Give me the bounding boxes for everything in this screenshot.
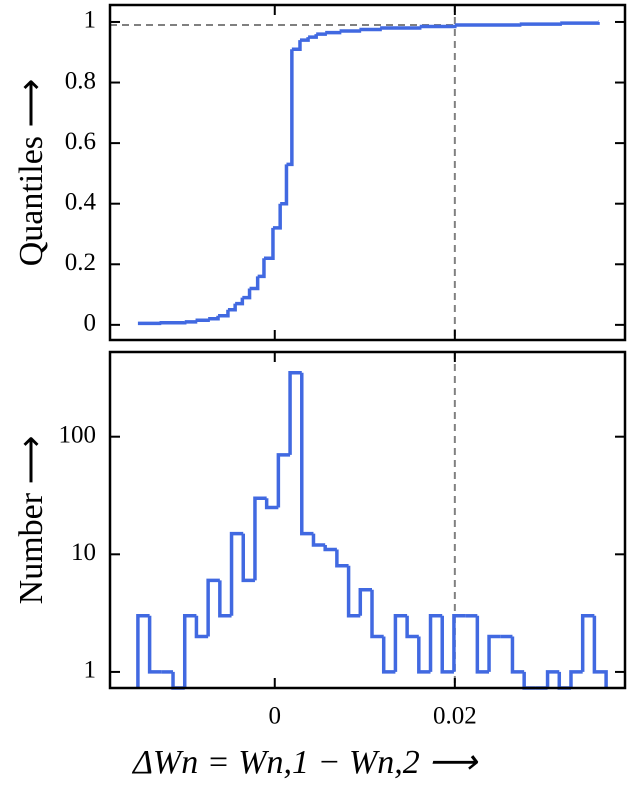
histogram-bin xyxy=(264,498,279,510)
step-segment xyxy=(560,21,600,25)
x-axis-label: ΔWn = Wn,1 − Wn,2 ⟶ xyxy=(131,744,478,781)
y-tick-label: 10 xyxy=(71,539,96,566)
histogram-bin xyxy=(440,615,454,674)
step-segment xyxy=(280,164,289,206)
y-tick-label: 0.2 xyxy=(65,249,96,276)
histogram-bin xyxy=(358,587,373,616)
step-segment xyxy=(272,203,282,230)
step-segment xyxy=(454,23,522,27)
step-segment xyxy=(242,288,252,300)
y-tick-label: 100 xyxy=(59,421,97,448)
plot-frame xyxy=(108,350,627,690)
y-tick-label: 0.4 xyxy=(65,188,97,215)
step-segment xyxy=(299,37,310,42)
histogram-bin xyxy=(218,580,232,618)
histogram-bin xyxy=(522,671,536,690)
step-segment xyxy=(184,320,198,324)
histogram-bin xyxy=(335,549,349,568)
histogram-bin xyxy=(206,578,220,637)
step-segment xyxy=(316,32,327,36)
histogram-bin xyxy=(241,533,255,583)
histogram-bin xyxy=(276,453,291,508)
histogram-bin xyxy=(428,614,443,672)
y-tick-label: 0 xyxy=(84,310,97,337)
histogram-bin xyxy=(171,671,185,690)
histogram-bin xyxy=(288,370,302,455)
step-segment xyxy=(308,34,318,39)
y-tick-label: 1 xyxy=(84,657,97,684)
y-axis-label: Quantiles ⟶ xyxy=(13,79,50,267)
histogram-bin xyxy=(311,533,326,547)
step-segment xyxy=(159,320,187,325)
histogram-bin xyxy=(487,634,501,672)
histogram-bin xyxy=(346,565,361,618)
x-tick-label: 0 xyxy=(269,703,282,730)
histogram-bin xyxy=(417,636,431,674)
histogram-bin xyxy=(580,614,595,672)
plot-frame xyxy=(108,3,627,342)
step-segment xyxy=(339,29,362,33)
histogram-bin xyxy=(253,496,267,581)
step-segment xyxy=(208,315,220,321)
histogram-bin xyxy=(557,671,571,690)
step-segment xyxy=(359,27,382,32)
step-segment xyxy=(286,49,294,167)
step-segment xyxy=(137,321,162,326)
histogram-bin xyxy=(136,614,150,688)
histogram-bin xyxy=(229,531,244,616)
step-segment xyxy=(235,297,245,306)
step-segment xyxy=(195,318,210,323)
step-segment xyxy=(325,30,342,35)
step-segment xyxy=(249,276,260,291)
histogram-bin xyxy=(370,589,384,639)
histogram-bin xyxy=(393,614,408,672)
step-segment xyxy=(257,258,266,279)
step-segment xyxy=(380,26,422,30)
histogram-bin xyxy=(182,614,197,688)
y-axis-label: Number ⟶ xyxy=(13,436,50,605)
y-tick-label: 1 xyxy=(84,7,97,34)
x-tick-label: 0.02 xyxy=(433,703,477,730)
step-segment xyxy=(519,22,562,26)
step-segment xyxy=(218,309,230,318)
histogram-bin xyxy=(475,615,490,674)
histogram-bin xyxy=(194,615,209,639)
histogram-bin xyxy=(323,545,337,552)
histogram-bin xyxy=(405,615,419,639)
histogram-bin xyxy=(592,615,608,688)
step-segment xyxy=(227,303,237,312)
step-segment xyxy=(263,227,275,260)
histogram-bin xyxy=(452,614,466,672)
step-segment xyxy=(291,40,302,51)
histogram-bin xyxy=(510,636,525,674)
y-tick-label: 0.6 xyxy=(65,128,96,155)
histogram-bin xyxy=(147,615,162,674)
histogram-bin xyxy=(381,636,396,674)
y-tick-label: 0.8 xyxy=(65,67,96,94)
histogram-bin xyxy=(545,670,560,688)
histogram-bin xyxy=(300,372,314,536)
histogram-bin xyxy=(569,670,583,688)
step-segment xyxy=(419,24,457,29)
